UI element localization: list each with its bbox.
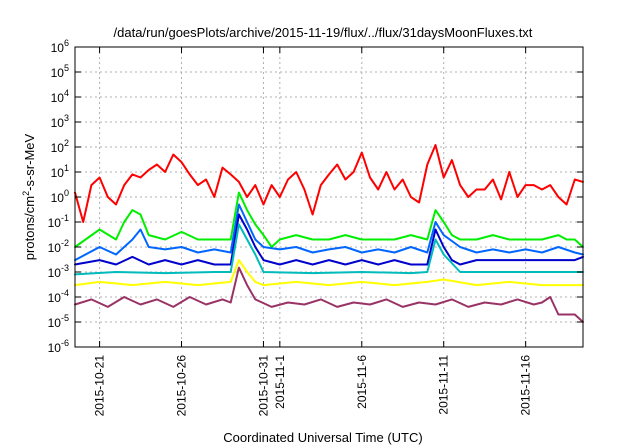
- axis-layer: 10-610-510-410-310-210-11001011021031041…: [48, 38, 583, 416]
- y-tick-label: 100: [51, 188, 69, 205]
- y-tick-label: 10-4: [48, 288, 69, 305]
- series-line-4: [74, 213, 584, 266]
- y-tick-base: 10: [48, 266, 62, 280]
- y-tick-base: 10: [48, 241, 62, 255]
- y-tick-exponent: 3: [64, 113, 69, 123]
- y-axis-label-superscript: 2: [21, 191, 31, 196]
- series-layer: [74, 144, 584, 323]
- y-tick-base: 10: [51, 141, 65, 155]
- y-tick-base: 10: [51, 191, 65, 205]
- y-tick-label: 10-3: [48, 263, 69, 280]
- series-line-6: [74, 259, 584, 287]
- y-tick-exponent: 2: [64, 138, 69, 148]
- y-tick-base: 10: [51, 41, 65, 55]
- y-tick-label: 10-6: [48, 338, 69, 355]
- x-tick-label: 2015-11-16: [519, 355, 533, 416]
- x-tick-label: 2015-10-31: [256, 355, 270, 417]
- y-tick-exponent: -5: [61, 313, 69, 323]
- y-tick-label: 105: [51, 63, 69, 80]
- x-tick-label: 2015-11-1: [273, 355, 287, 409]
- y-tick-exponent: 6: [64, 38, 69, 48]
- y-tick-label: 106: [51, 38, 69, 55]
- y-tick-label: 104: [51, 88, 69, 105]
- y-tick-label: 101: [51, 163, 69, 180]
- y-tick-base: 10: [51, 66, 65, 80]
- y-axis-label-part-1: protons/cm: [22, 196, 37, 260]
- y-tick-exponent: 0: [64, 188, 69, 198]
- y-axis-label-part-2: -s-sr-MeV: [22, 133, 37, 190]
- series-line-7: [74, 266, 584, 323]
- y-tick-label: 102: [51, 138, 69, 155]
- grid-layer: [75, 47, 583, 347]
- y-tick-exponent: 5: [64, 63, 69, 73]
- y-tick-base: 10: [48, 341, 62, 355]
- y-tick-base: 10: [48, 291, 62, 305]
- y-tick-exponent: -6: [61, 338, 69, 348]
- y-tick-label: 103: [51, 113, 69, 130]
- y-tick-exponent: -4: [61, 288, 69, 298]
- y-tick-label: 10-5: [48, 313, 69, 330]
- y-tick-exponent: 1: [64, 163, 69, 173]
- x-axis-label: Coordinated Universal Time (UTC): [223, 430, 422, 445]
- y-tick-exponent: -2: [61, 238, 69, 248]
- y-tick-base: 10: [51, 166, 65, 180]
- y-tick-label: 10-2: [48, 238, 69, 255]
- y-tick-exponent: 4: [64, 88, 69, 98]
- y-tick-exponent: -3: [61, 263, 69, 273]
- y-tick-base: 10: [51, 91, 65, 105]
- series-line-2: [74, 191, 584, 248]
- y-axis-label: protons/cm2-s-sr-MeV: [21, 133, 37, 260]
- chart-title: /data/run/goesPlots/archive/2015-11-19/f…: [114, 25, 533, 40]
- y-tick-label: 10-1: [48, 213, 69, 230]
- x-tick-label: 2015-10-21: [93, 355, 107, 417]
- x-tick-label: 2015-11-11: [437, 355, 451, 415]
- series-line-1: [74, 144, 584, 223]
- y-tick-base: 10: [51, 116, 65, 130]
- x-tick-label: 2015-11-6: [355, 355, 369, 409]
- series-line-5: [74, 223, 584, 276]
- x-tick-label: 2015-10-26: [175, 355, 189, 417]
- y-tick-exponent: -1: [61, 213, 69, 223]
- series-line-3: [74, 203, 584, 262]
- y-tick-base: 10: [48, 216, 62, 230]
- y-tick-base: 10: [48, 316, 62, 330]
